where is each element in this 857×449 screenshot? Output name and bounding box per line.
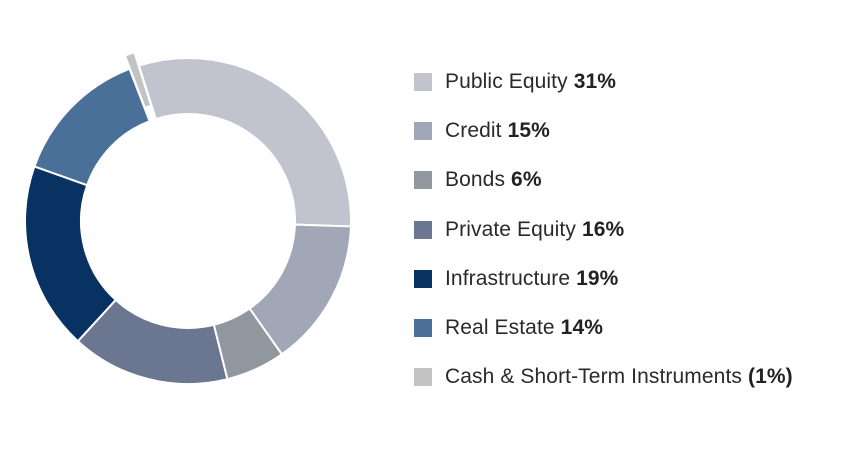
legend-item-bonds: Bonds 6% xyxy=(414,156,793,205)
legend-label: Cash & Short-Term Instruments (1%) xyxy=(445,365,793,389)
legend-value: 15% xyxy=(507,118,550,142)
legend-label: Public Equity 31% xyxy=(445,70,616,94)
donut-slice-public-equity xyxy=(137,57,352,228)
legend-swatch xyxy=(414,319,432,338)
legend-label: Infrastructure 19% xyxy=(445,267,618,291)
chart-legend: Public Equity 31% Credit 15% Bonds 6% Priva… xyxy=(414,57,793,402)
legend-item-public-equity: Public Equity 31% xyxy=(414,57,793,106)
legend-value: 6% xyxy=(511,168,542,192)
legend-item-credit: Credit 15% xyxy=(414,106,793,155)
legend-item-cash: Cash & Short-Term Instruments (1%) xyxy=(414,353,793,402)
legend-swatch xyxy=(414,171,432,190)
donut-slice-real-estate xyxy=(33,67,151,187)
legend-swatch xyxy=(414,72,432,91)
donut-slice-cash-short-term-instruments xyxy=(123,51,153,110)
legend-swatch xyxy=(414,269,432,288)
legend-label: Bonds 6% xyxy=(445,168,542,192)
legend-label-text: Private Equity xyxy=(445,217,576,241)
legend-swatch xyxy=(414,368,432,387)
legend-value: 14% xyxy=(560,316,604,340)
donut-slice-infrastructure xyxy=(24,165,118,343)
legend-label-text: Cash & Short-Term Instruments xyxy=(445,365,742,389)
legend-value: 16% xyxy=(581,217,625,241)
legend-label: Credit 15% xyxy=(445,119,550,143)
legend-value: 19% xyxy=(576,266,619,290)
legend-label-text: Public Equity xyxy=(445,69,568,93)
donut-slices xyxy=(24,51,352,385)
donut-chart xyxy=(24,51,352,385)
legend-item-infrastructure: Infrastructure 19% xyxy=(414,254,793,303)
legend-swatch xyxy=(414,220,432,239)
legend-label: Real Estate 14% xyxy=(445,316,603,340)
legend-label-text: Infrastructure xyxy=(445,266,571,290)
legend-item-real-estate: Real Estate 14% xyxy=(414,303,793,352)
legend-value: 31% xyxy=(573,69,617,93)
legend-label: Private Equity 16% xyxy=(445,218,624,242)
legend-label-text: Bonds xyxy=(445,168,506,192)
legend-item-private-equity: Private Equity 16% xyxy=(414,205,793,254)
legend-swatch xyxy=(414,121,432,140)
legend-label-text: Credit xyxy=(445,118,502,142)
legend-value: (1%) xyxy=(748,365,793,389)
legend-label-text: Real Estate xyxy=(445,316,555,340)
